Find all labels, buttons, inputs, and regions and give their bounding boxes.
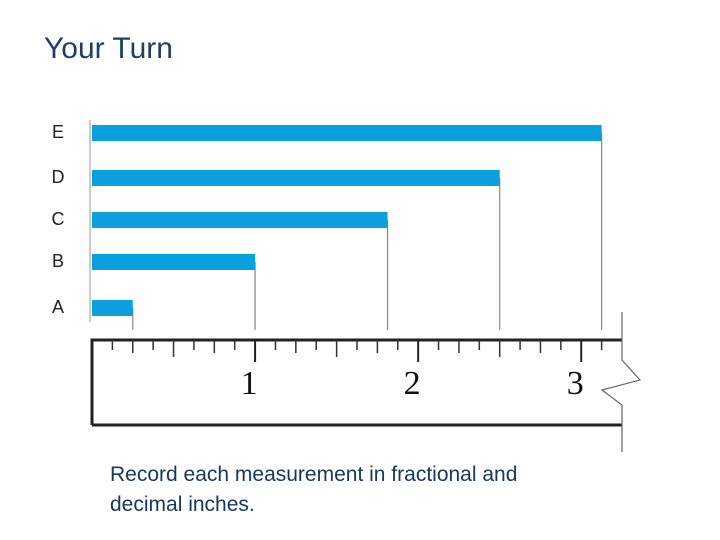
bar (92, 212, 388, 228)
instruction: Record each measurement in fractional an… (110, 463, 518, 516)
y-tick-label: B (52, 251, 64, 271)
y-tick-label: D (52, 167, 65, 187)
y-tick-label: A (52, 297, 64, 317)
chart-title: Your Turn (44, 32, 173, 65)
bar (92, 125, 602, 141)
x-tick-label: 1 (241, 365, 258, 402)
y-tick-label: E (52, 122, 64, 142)
x-tick-label: 3 (567, 365, 584, 402)
x-tick-label: 2 (404, 365, 421, 402)
bar (92, 254, 256, 270)
ruler-edge (90, 338, 622, 425)
y-tick-label: C (52, 209, 65, 229)
bar (92, 300, 133, 316)
ruler-break (600, 312, 642, 452)
bar (92, 170, 500, 186)
